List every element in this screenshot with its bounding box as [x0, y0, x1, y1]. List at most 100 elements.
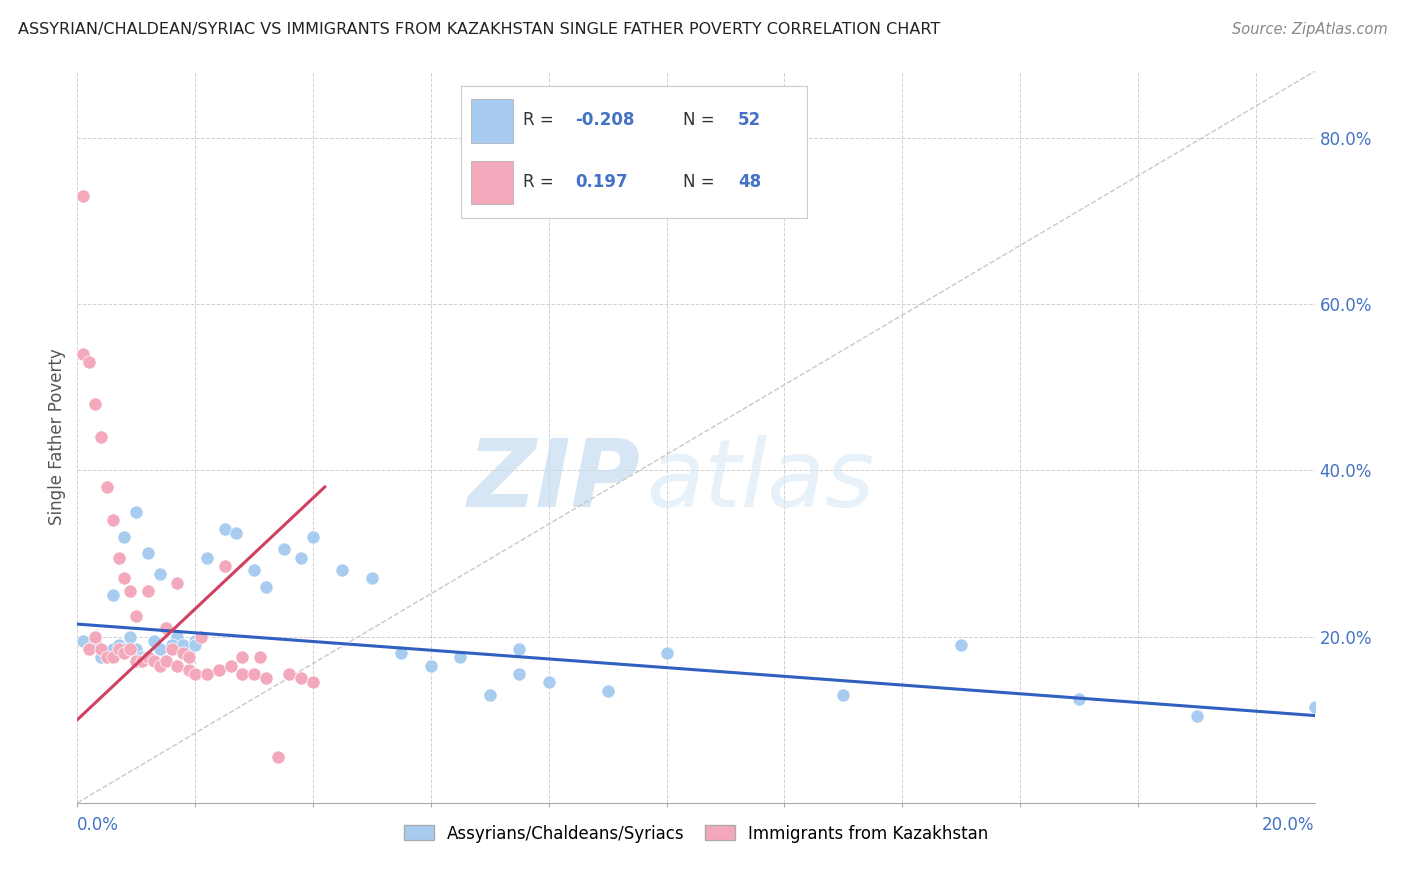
Point: [149, 567, 172, 582]
Point: [84, 630, 107, 644]
Text: Source: ZipAtlas.com: Source: ZipAtlas.com: [1232, 22, 1388, 37]
Point: [96, 650, 118, 665]
Point: [101, 588, 124, 602]
Point: [107, 642, 129, 657]
Point: [77, 355, 100, 369]
Point: [361, 571, 384, 585]
Point: [114, 646, 136, 660]
Point: [136, 546, 159, 560]
Point: [136, 650, 159, 665]
Point: [166, 575, 188, 590]
Point: [131, 655, 153, 669]
Y-axis label: Single Father Poverty: Single Father Poverty: [48, 349, 66, 525]
Point: [114, 530, 136, 544]
Point: [77, 642, 100, 657]
Point: [219, 658, 242, 673]
Point: [190, 630, 212, 644]
Point: [179, 650, 201, 665]
Point: [478, 688, 501, 702]
Point: [290, 550, 312, 565]
Point: [84, 397, 107, 411]
Text: 0.0%: 0.0%: [77, 816, 120, 834]
Point: [214, 521, 236, 535]
Point: [96, 650, 118, 665]
Legend: Assyrians/Chaldeans/Syriacs, Immigrants from Kazakhstan: Assyrians/Chaldeans/Syriacs, Immigrants …: [396, 818, 995, 849]
Point: [96, 480, 118, 494]
Point: [149, 642, 172, 657]
Text: ZIP: ZIP: [467, 435, 640, 527]
Point: [179, 642, 201, 657]
Point: [107, 550, 129, 565]
Text: ASSYRIAN/CHALDEAN/SYRIAC VS IMMIGRANTS FROM KAZAKHSTAN SINGLE FATHER POVERTY COR: ASSYRIAN/CHALDEAN/SYRIAC VS IMMIGRANTS F…: [18, 22, 941, 37]
Point: [273, 542, 295, 557]
Point: [184, 638, 207, 652]
Point: [125, 642, 148, 657]
Point: [160, 638, 183, 652]
Point: [231, 667, 253, 681]
Point: [1303, 700, 1326, 714]
Point: [208, 663, 231, 677]
Point: [142, 655, 165, 669]
Point: [72, 189, 94, 203]
Point: [332, 563, 354, 577]
Point: [243, 563, 266, 577]
Point: [155, 655, 177, 669]
Text: 20.0%: 20.0%: [1263, 816, 1315, 834]
Point: [107, 638, 129, 652]
Point: [389, 646, 412, 660]
Point: [72, 347, 94, 361]
Point: [184, 667, 207, 681]
Point: [125, 608, 148, 623]
Point: [302, 675, 325, 690]
Point: [290, 671, 312, 685]
Point: [249, 650, 271, 665]
Point: [149, 658, 172, 673]
Point: [114, 571, 136, 585]
Point: [72, 633, 94, 648]
Point: [142, 633, 165, 648]
Point: [243, 667, 266, 681]
Point: [155, 621, 177, 635]
Point: [136, 583, 159, 598]
Point: [596, 683, 619, 698]
Text: atlas: atlas: [647, 435, 875, 526]
Point: [537, 675, 560, 690]
Point: [77, 642, 100, 657]
Point: [172, 646, 194, 660]
Point: [1067, 692, 1090, 706]
Point: [655, 646, 678, 660]
Point: [114, 642, 136, 657]
Point: [214, 558, 236, 573]
Point: [155, 621, 177, 635]
Point: [508, 667, 530, 681]
Point: [508, 642, 530, 657]
Point: [172, 646, 194, 660]
Point: [90, 642, 112, 657]
Point: [101, 650, 124, 665]
Point: [90, 650, 112, 665]
Point: [160, 642, 183, 657]
Point: [90, 430, 112, 444]
Point: [120, 583, 142, 598]
Point: [166, 630, 188, 644]
Point: [172, 638, 194, 652]
Point: [84, 633, 107, 648]
Point: [125, 505, 148, 519]
Point: [832, 688, 855, 702]
Point: [136, 650, 159, 665]
Point: [179, 663, 201, 677]
Point: [254, 671, 277, 685]
Point: [166, 658, 188, 673]
Point: [195, 667, 218, 681]
Point: [131, 650, 153, 665]
Point: [1185, 708, 1208, 723]
Point: [231, 650, 253, 665]
Point: [184, 633, 207, 648]
Point: [101, 642, 124, 657]
Point: [120, 630, 142, 644]
Point: [125, 655, 148, 669]
Point: [266, 750, 288, 764]
Point: [254, 580, 277, 594]
Point: [195, 550, 218, 565]
Point: [225, 525, 247, 540]
